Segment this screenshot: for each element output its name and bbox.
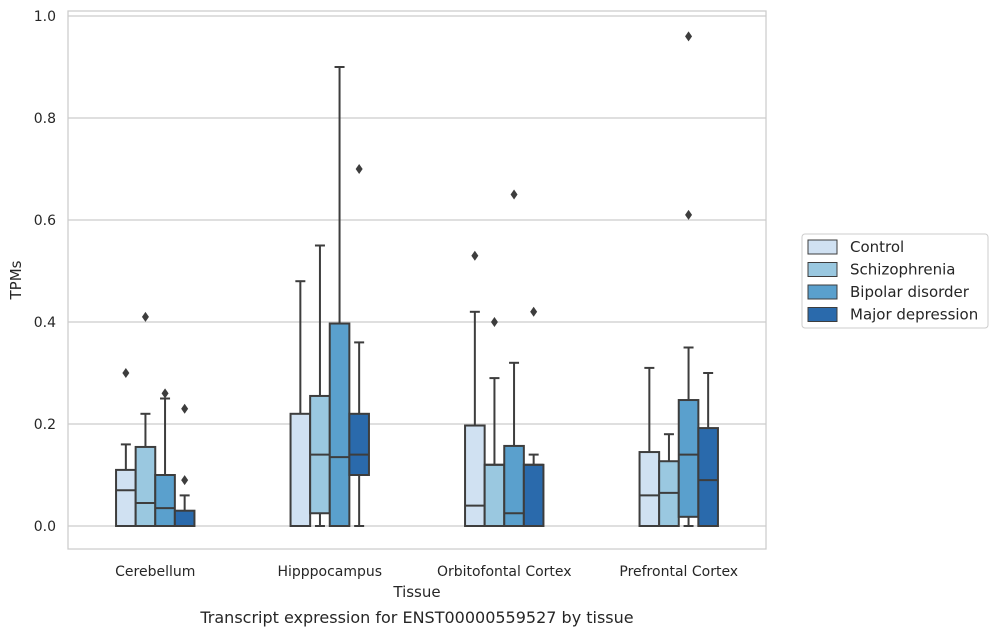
box-cerebellum-bipolar-disorder bbox=[154, 388, 176, 527]
outlier-point bbox=[141, 311, 149, 322]
y-tick-label: 0.0 bbox=[34, 519, 56, 535]
box-orbitofontal-cortex-schizophrenia bbox=[483, 317, 506, 527]
chart-caption: Transcript expression for ENST0000055952… bbox=[199, 608, 633, 627]
box-body bbox=[483, 463, 506, 527]
legend: Control Schizophrenia Bipolar disorder Majo… bbox=[801, 233, 989, 329]
y-tick-label: 0.2 bbox=[34, 417, 56, 433]
outlier-point bbox=[181, 403, 189, 414]
legend-frame bbox=[801, 233, 989, 329]
box-body bbox=[134, 445, 157, 528]
box-hipppocampus-bipolar-disorder bbox=[328, 66, 351, 527]
box-hipppocampus-schizophrenia bbox=[309, 244, 331, 527]
outlier-point bbox=[355, 164, 363, 174]
box-orbitofontal-cortex-major-depression bbox=[522, 306, 545, 527]
legend-swatch bbox=[807, 307, 838, 322]
outlier-point bbox=[530, 306, 538, 317]
x-tick-label: Cerebellum bbox=[115, 564, 195, 580]
outlier-point bbox=[471, 250, 479, 261]
box-prefrontal-cortex-bipolar-disorder bbox=[677, 31, 700, 527]
legend-label: Bipolar disorder bbox=[850, 283, 970, 301]
gridlines bbox=[68, 15, 766, 527]
boxes bbox=[115, 31, 719, 528]
legend-swatch bbox=[807, 239, 838, 255]
y-tick-label: 0.4 bbox=[34, 315, 56, 331]
x-tick-label: Hipppocampus bbox=[277, 564, 382, 580]
y-tick-label: 0.8 bbox=[34, 111, 56, 127]
box-hipppocampus-control bbox=[289, 280, 312, 527]
box-prefrontal-cortex-control bbox=[638, 366, 661, 527]
x-tick-label: Prefrontal Cortex bbox=[619, 564, 738, 580]
box-cerebellum-major-depression bbox=[173, 403, 196, 528]
box-body bbox=[154, 474, 176, 527]
box-cerebellum-control bbox=[115, 368, 137, 527]
box-body bbox=[464, 424, 486, 527]
box-body bbox=[522, 463, 545, 527]
box-orbitofontal-cortex-bipolar-disorder bbox=[503, 189, 525, 527]
box-body bbox=[289, 412, 312, 527]
legend-label: Schizophrenia bbox=[850, 261, 955, 279]
outlier-point bbox=[122, 368, 130, 378]
box-prefrontal-cortex-major-depression bbox=[697, 372, 719, 527]
legend-label: Major depression bbox=[850, 306, 978, 324]
x-axis-title: Tissue bbox=[392, 583, 440, 601]
outlier-point bbox=[490, 317, 498, 327]
legend-swatch bbox=[807, 284, 838, 300]
outlier-point bbox=[510, 189, 518, 200]
plot-area-frame bbox=[67, 10, 767, 550]
outlier-point bbox=[685, 209, 693, 220]
x-tick-label: Orbitofontal Cortex bbox=[437, 564, 572, 580]
box-hipppocampus-major-depression bbox=[348, 164, 370, 527]
y-axis-ticks: 0.0 0.2 0.4 0.6 0.8 1.0 bbox=[34, 9, 56, 535]
outlier-point bbox=[181, 475, 189, 486]
legend-swatch bbox=[807, 262, 838, 277]
box-body bbox=[638, 451, 661, 527]
box-orbitofontal-cortex-control bbox=[464, 250, 486, 527]
x-axis-ticks: Cerebellum Hipppocampus Orbitofontal Corte… bbox=[115, 564, 738, 580]
y-tick-label: 0.6 bbox=[34, 213, 56, 229]
y-axis-title: TPMs bbox=[7, 260, 25, 300]
box-prefrontal-cortex-schizophrenia bbox=[658, 433, 680, 528]
box-body bbox=[348, 412, 370, 476]
outlier-point bbox=[685, 31, 693, 42]
outlier-point bbox=[161, 388, 169, 399]
box-cerebellum-schizophrenia bbox=[134, 311, 157, 528]
box-body bbox=[328, 322, 351, 527]
box-body bbox=[697, 427, 719, 527]
legend-label: Control bbox=[850, 238, 904, 256]
y-tick-label: 1.0 bbox=[34, 9, 56, 25]
box-body bbox=[173, 509, 196, 528]
box-body bbox=[677, 399, 700, 518]
box-body bbox=[115, 468, 137, 527]
